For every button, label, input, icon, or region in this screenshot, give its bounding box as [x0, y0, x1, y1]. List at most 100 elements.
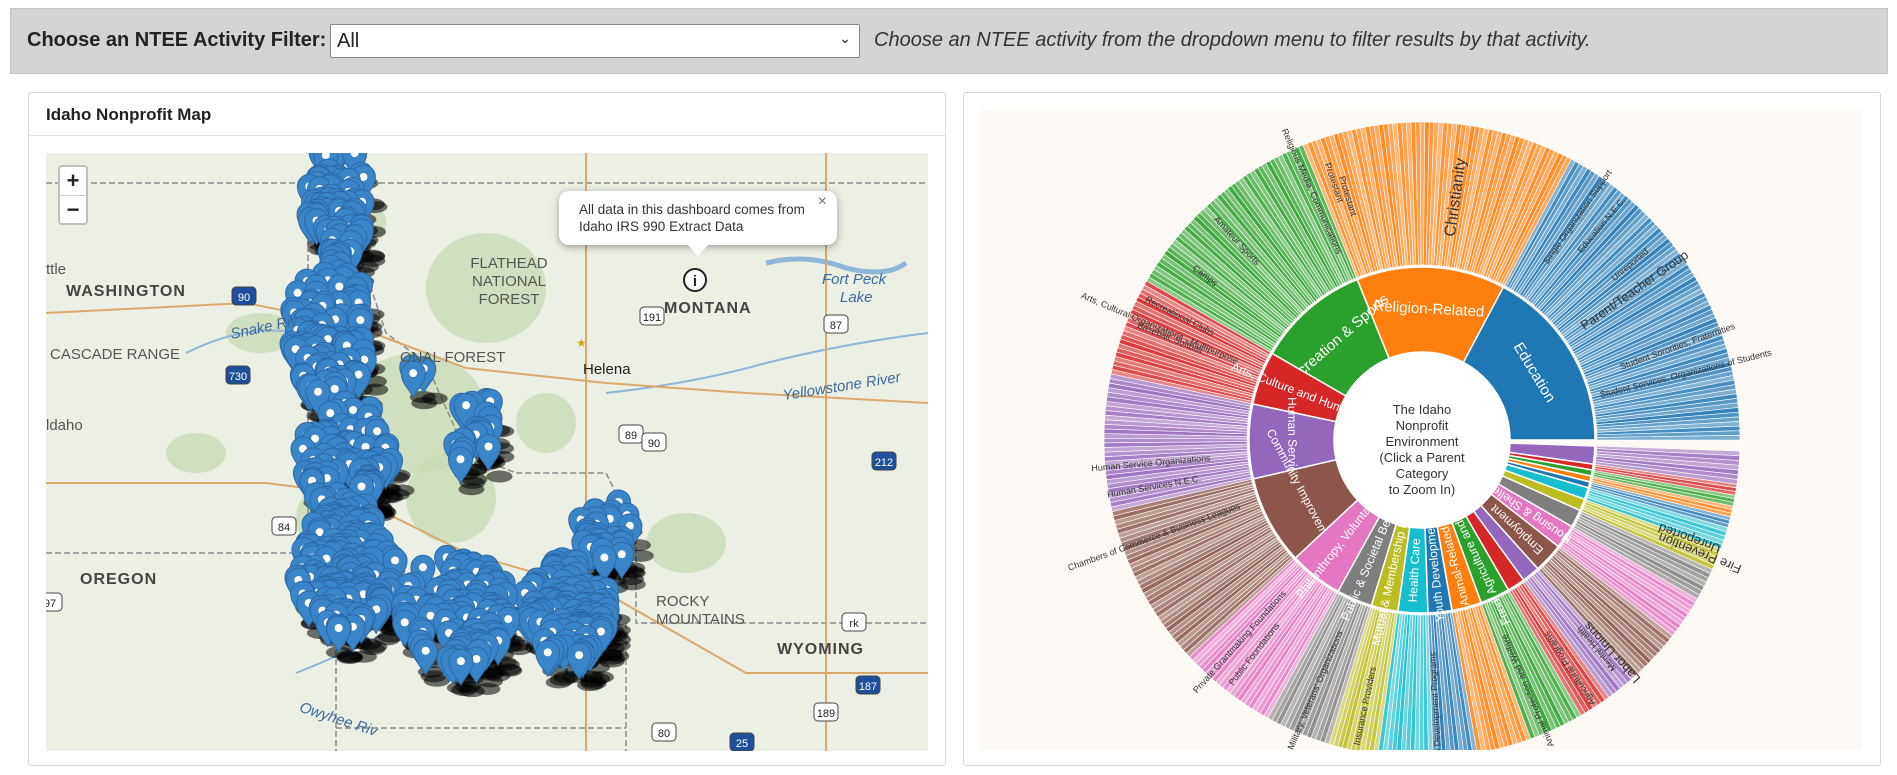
highway-shield-label: 90	[238, 292, 250, 304]
chevron-down-icon: ⌄	[839, 30, 851, 46]
highway-shield-icon: 97	[46, 592, 63, 612]
map-label-edge-1: ttle	[46, 261, 67, 278]
sunburst-card: Education Religion-Related Recreation & Sp…	[963, 92, 1881, 766]
sunburst-child-segment	[1501, 156, 1572, 286]
marker-layer	[279, 153, 654, 698]
forest-area	[426, 233, 546, 343]
close-icon[interactable]: ×	[817, 193, 827, 210]
highway-shield-label: 90	[648, 438, 660, 450]
highway-shield-icon: 80	[651, 722, 677, 742]
map-marker-icon	[535, 639, 561, 678]
center-line-1: The Idaho	[1392, 402, 1452, 417]
map-label-fort-peck: Fort Peck	[822, 271, 887, 288]
highway-shield-icon: 730	[225, 365, 251, 385]
highway-shield-icon: 90	[231, 286, 257, 306]
marker-shadow	[486, 470, 513, 483]
highway-shield-label: 25	[736, 738, 748, 750]
map-label-national-forest: ONAL FOREST	[400, 349, 506, 366]
map-label-edge-2: ldaho	[46, 417, 83, 434]
highway-shield-icon: rk	[841, 612, 867, 632]
highway-shield-icon: 212	[871, 451, 897, 471]
map-marker-icon	[566, 642, 592, 681]
map-marker-icon	[591, 545, 617, 583]
filter-label: Choose an NTEE Activity Filter:	[27, 29, 327, 51]
map-label-helena: Helena	[583, 361, 631, 378]
map-label-fort-peck-lake: Lake	[840, 289, 873, 306]
map-marker-icon	[382, 547, 408, 586]
sunburst-child-segment	[1586, 497, 1723, 550]
marker-shadow	[336, 652, 363, 664]
map-label-montana: MONTANA	[664, 300, 752, 317]
sunburst-center-text[interactable]: The Idaho Nonprofit Environment (Click a…	[1362, 402, 1482, 498]
highway-shield-icon: 189	[813, 702, 839, 722]
sunburst-parent-segment	[1472, 504, 1539, 582]
highway-shield-icon: 187	[855, 675, 881, 695]
sunburst-child-segment	[1589, 485, 1730, 529]
sunburst-parent-segment	[1356, 266, 1505, 364]
ntee-activity-selected-value: All	[337, 30, 360, 52]
info-popup-text: All data in this dashboard comes from Id…	[579, 202, 805, 234]
center-line-3: (Click a Parent Category	[1379, 450, 1465, 481]
sunburst-child-segment	[1592, 474, 1735, 507]
map-marker-icon	[476, 433, 502, 472]
sunburst-parent-segment	[1508, 442, 1596, 465]
highway-shield-label: rk	[849, 618, 859, 630]
highway-shield-label: 189	[817, 708, 835, 720]
zoom-in-button[interactable]: +	[66, 168, 80, 193]
sunburst-center	[1335, 353, 1509, 527]
highway-shield-label: 212	[875, 457, 893, 469]
highway-shield-icon: 89	[618, 424, 644, 444]
map-title: Idaho Nonprofit Map	[46, 105, 212, 124]
info-icon[interactable]: i	[683, 268, 707, 292]
sunburst-child-segment	[1581, 508, 1715, 570]
sunburst-chart[interactable]: Education Religion-Related Recreation & Sp…	[980, 110, 1862, 750]
highway-shield-label: 89	[625, 430, 637, 442]
sunburst-parent-label: Human Services	[1285, 397, 1300, 485]
map-card: Idaho Nonprofit Map ★ 90 191 87 730 89 90 212 84…	[28, 92, 946, 766]
map-canvas[interactable]: ★ 90 191 87 730 89 90 212 84 97 187 189 80 25 rk WASHI…	[46, 153, 928, 751]
highway-shield-icon: 191	[639, 306, 665, 326]
sunburst-child-segment	[1378, 612, 1401, 750]
map-label-rocky-mountains: ROCKY MOUNTAINS	[656, 593, 745, 628]
sunburst-parent-segment	[1436, 521, 1483, 612]
zoom-out-button[interactable]: −	[60, 195, 86, 224]
highway-shield-icon: 90	[641, 432, 667, 452]
sunburst-parent-segment	[1271, 278, 1391, 398]
highway-shield-label: 730	[229, 371, 247, 383]
highway-shield-label: 97	[46, 598, 56, 610]
sunburst-child-segment	[1481, 603, 1536, 740]
sunburst-parent-segment	[1464, 510, 1525, 591]
sunburst-parent-segment	[1251, 352, 1347, 423]
sunburst-parent-segment	[1337, 515, 1398, 607]
sunburst-parent-label: Health Care	[1406, 538, 1423, 603]
sunburst-child-segment	[1591, 479, 1732, 518]
sunburst-parent-segment	[1490, 482, 1573, 548]
map-marker-icon	[413, 638, 439, 676]
capital-star-icon: ★	[576, 336, 587, 350]
info-popup: All data in this dashboard comes from Id…	[559, 191, 837, 256]
sunburst-parent-segment	[1248, 403, 1338, 480]
map-label-cascade-range: CASCADE RANGE	[50, 346, 181, 363]
center-line-2: Nonprofit Environment	[1385, 418, 1459, 449]
sunburst-parent-segment	[1424, 525, 1453, 614]
sunburst-child-segment	[1538, 567, 1639, 677]
map-marker-icon	[400, 360, 426, 399]
sunburst-child-segment	[1559, 545, 1676, 637]
sunburst-child-segment	[1427, 614, 1438, 750]
center-line-4: to Zoom In)	[1388, 482, 1456, 497]
highway-shield-label: 191	[643, 312, 661, 324]
sunburst-parent-segment	[1497, 474, 1582, 528]
map-label-washington: WASHINGTON	[66, 283, 186, 300]
ntee-activity-select[interactable]: All ⌄	[330, 24, 860, 58]
map-marker-icon	[305, 379, 331, 417]
sunburst-child-segment	[1298, 144, 1357, 280]
highway-shield-label: 187	[859, 681, 877, 693]
sunburst-child-segment	[1452, 611, 1482, 750]
map-label-wyoming: WYOMING	[777, 641, 864, 658]
sunburst-child-segment	[1109, 373, 1252, 407]
highway-shield-label: 84	[278, 522, 290, 534]
sunburst-parent-label: Religion-Related	[1373, 298, 1485, 321]
sunburst-parent-segment	[1462, 286, 1596, 441]
sunburst-child-segment	[1143, 280, 1271, 356]
